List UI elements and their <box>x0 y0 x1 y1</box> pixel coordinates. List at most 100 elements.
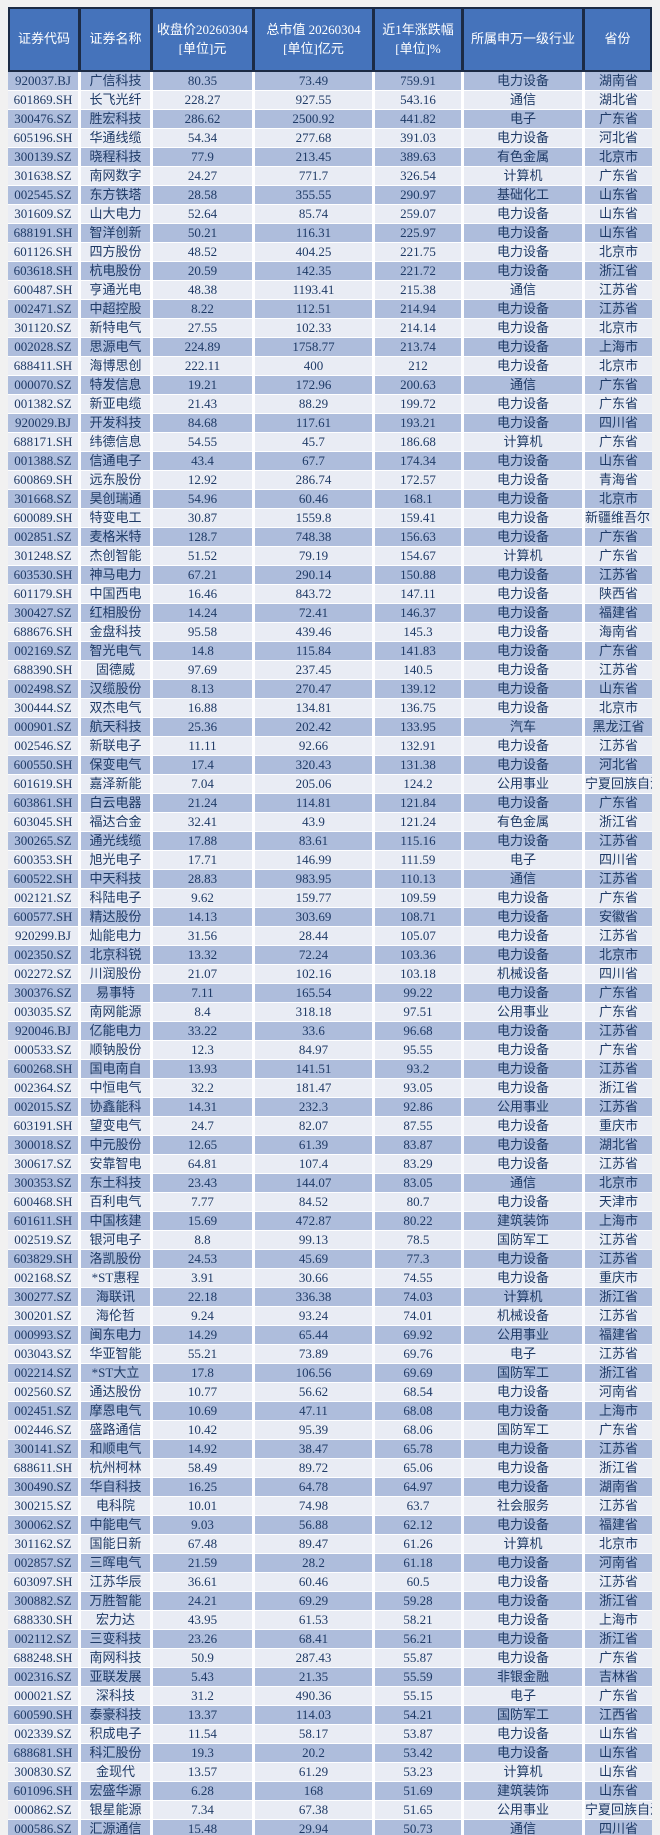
cell-industry: 电力设备 <box>464 661 585 680</box>
cell-market_cap: 102.33 <box>255 319 375 338</box>
cell-industry: 电力设备 <box>464 1193 585 1212</box>
cell-industry: 公用事业 <box>464 1098 585 1117</box>
cell-change_1y: 61.26 <box>375 1535 464 1554</box>
table-row: 300139.SZ 晓程科技 77.9 213.45 389.63 有色金属 北京市 <box>8 148 652 167</box>
cell-name: 三晖电气 <box>81 1554 153 1573</box>
table-row: 300444.SZ 双杰电气 16.88 134.81 136.75 电力设备 北京市 <box>8 699 652 718</box>
table-row: 300018.SZ 中元股份 12.65 61.39 83.87 电力设备 湖北省 <box>8 1136 652 1155</box>
cell-industry: 电力设备 <box>464 338 585 357</box>
cell-code: 300018.SZ <box>8 1136 81 1155</box>
cell-change_1y: 74.01 <box>375 1307 464 1326</box>
cell-code: 600089.SH <box>8 509 81 528</box>
cell-close: 23.26 <box>153 1630 255 1649</box>
table-row: 601869.SH 长飞光纤 228.27 927.55 543.16 通信 湖北省 <box>8 91 652 110</box>
cell-change_1y: 83.29 <box>375 1155 464 1174</box>
cell-close: 43.4 <box>153 452 255 471</box>
cell-industry: 电力设备 <box>464 642 585 661</box>
cell-close: 9.24 <box>153 1307 255 1326</box>
cell-close: 9.03 <box>153 1516 255 1535</box>
cell-market_cap: 355.55 <box>255 186 375 205</box>
table-row: 002560.SZ 通达股份 10.77 56.62 68.54 电力设备 河南省 <box>8 1383 652 1402</box>
cell-industry: 电力设备 <box>464 1383 585 1402</box>
cell-change_1y: 83.05 <box>375 1174 464 1193</box>
cell-province: 山东省 <box>585 186 652 205</box>
cell-code: 301638.SZ <box>8 167 81 186</box>
cell-name: 宏力达 <box>81 1611 153 1630</box>
cell-name: 东土科技 <box>81 1174 153 1193</box>
cell-code: 300882.SZ <box>8 1592 81 1611</box>
cell-market_cap: 20.2 <box>255 1744 375 1763</box>
cell-change_1y: 96.68 <box>375 1022 464 1041</box>
cell-code: 600487.SH <box>8 281 81 300</box>
table-row: 300882.SZ 万胜智能 24.21 69.29 59.28 电力设备 浙江省 <box>8 1592 652 1611</box>
cell-close: 13.93 <box>153 1060 255 1079</box>
cell-market_cap: 85.74 <box>255 205 375 224</box>
cell-name: 杰创智能 <box>81 547 153 566</box>
table-row: 300353.SZ 东土科技 23.43 144.07 83.05 通信 北京市 <box>8 1174 652 1193</box>
cell-industry: 公用事业 <box>464 775 585 794</box>
cell-name: 杭电股份 <box>81 262 153 281</box>
cell-close: 54.96 <box>153 490 255 509</box>
cell-province: 广东省 <box>585 889 652 908</box>
cell-market_cap: 61.29 <box>255 1763 375 1782</box>
cell-market_cap: 89.47 <box>255 1535 375 1554</box>
cell-market_cap: 771.7 <box>255 167 375 186</box>
table-row: 603097.SH 江苏华辰 36.61 60.46 60.5 电力设备 江苏省 <box>8 1573 652 1592</box>
cell-close: 8.8 <box>153 1231 255 1250</box>
cell-code: 001382.SZ <box>8 395 81 414</box>
cell-market_cap: 84.97 <box>255 1041 375 1060</box>
cell-name: 亨通光电 <box>81 281 153 300</box>
cell-market_cap: 47.11 <box>255 1402 375 1421</box>
table-row: 001382.SZ 新亚电缆 21.43 88.29 199.72 电力设备 广东省 <box>8 395 652 414</box>
cell-market_cap: 93.24 <box>255 1307 375 1326</box>
cell-province: 重庆市 <box>585 1269 652 1288</box>
cell-change_1y: 150.88 <box>375 566 464 585</box>
cell-code: 000901.SZ <box>8 718 81 737</box>
cell-market_cap: 134.81 <box>255 699 375 718</box>
cell-name: 科汇股份 <box>81 1744 153 1763</box>
table-row: 603045.SH 福达合金 32.41 43.9 121.24 有色金属 浙江省 <box>8 813 652 832</box>
cell-name: 深科技 <box>81 1687 153 1706</box>
cell-close: 7.04 <box>153 775 255 794</box>
table-row: 301668.SZ 昊创瑞通 54.96 60.46 168.1 电力设备 北京市 <box>8 490 652 509</box>
cell-name: 思源电气 <box>81 338 153 357</box>
cell-market_cap: 33.6 <box>255 1022 375 1041</box>
cell-code: 300376.SZ <box>8 984 81 1003</box>
cell-change_1y: 133.95 <box>375 718 464 737</box>
table-header: 证券代码 证券名称 收盘价20260304 [单位]元 总市值 20260304… <box>8 7 652 72</box>
cell-province: 安徽省 <box>585 908 652 927</box>
cell-industry: 电力设备 <box>464 205 585 224</box>
cell-province: 江苏省 <box>585 661 652 680</box>
cell-close: 28.58 <box>153 186 255 205</box>
cell-province: 吉林省 <box>585 1668 652 1687</box>
cell-province: 山东省 <box>585 1782 652 1801</box>
cell-close: 33.22 <box>153 1022 255 1041</box>
cell-name: 胜宏科技 <box>81 110 153 129</box>
table-row: 002519.SZ 银河电子 8.8 99.13 78.5 国防军工 江苏省 <box>8 1231 652 1250</box>
cell-close: 13.57 <box>153 1763 255 1782</box>
cell-name: 中国西电 <box>81 585 153 604</box>
cell-market_cap: 232.3 <box>255 1098 375 1117</box>
cell-industry: 电力设备 <box>464 1725 585 1744</box>
cell-province: 江苏省 <box>585 832 652 851</box>
table-row: 301162.SZ 国能日新 67.48 89.47 61.26 计算机 北京市 <box>8 1535 652 1554</box>
cell-industry: 计算机 <box>464 433 585 452</box>
cell-industry: 计算机 <box>464 1288 585 1307</box>
cell-change_1y: 213.74 <box>375 338 464 357</box>
cell-change_1y: 83.87 <box>375 1136 464 1155</box>
cell-industry: 电力设备 <box>464 509 585 528</box>
cell-province: 广东省 <box>585 167 652 186</box>
cell-name: 四方股份 <box>81 243 153 262</box>
cell-name: 科陆电子 <box>81 889 153 908</box>
table-row: 600487.SH 亨通光电 48.38 1193.41 215.38 通信 江苏省 <box>8 281 652 300</box>
table-row: 000021.SZ 深科技 31.2 490.36 55.15 电子 广东省 <box>8 1687 652 1706</box>
table-row: 300376.SZ 易事特 7.11 165.54 99.22 电力设备 广东省 <box>8 984 652 1003</box>
cell-province: 湖北省 <box>585 1136 652 1155</box>
cell-code: 300201.SZ <box>8 1307 81 1326</box>
cell-change_1y: 109.59 <box>375 889 464 908</box>
cell-close: 10.69 <box>153 1402 255 1421</box>
cell-market_cap: 60.46 <box>255 490 375 509</box>
cell-province: 陕西省 <box>585 585 652 604</box>
cell-industry: 电力设备 <box>464 1459 585 1478</box>
cell-name: 协鑫能科 <box>81 1098 153 1117</box>
